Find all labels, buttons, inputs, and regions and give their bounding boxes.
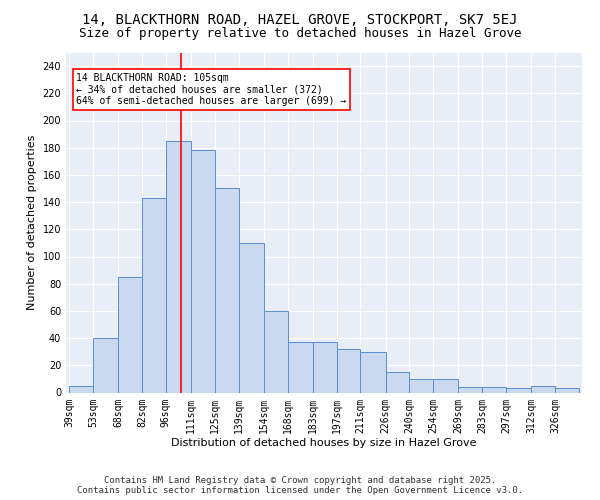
Bar (239, 243, 264, 392)
Y-axis label: Number of detached properties: Number of detached properties (27, 135, 37, 310)
Bar (409, 379, 433, 392)
Bar (215, 188, 239, 392)
Bar (458, 387, 482, 392)
Bar (386, 372, 409, 392)
Bar (482, 387, 506, 392)
Text: Contains HM Land Registry data © Crown copyright and database right 2025.
Contai: Contains HM Land Registry data © Crown c… (77, 476, 523, 495)
Bar (93, 338, 118, 392)
Text: 14, BLACKTHORN ROAD, HAZEL GROVE, STOCKPORT, SK7 5EJ: 14, BLACKTHORN ROAD, HAZEL GROVE, STOCKP… (82, 12, 518, 26)
Bar (166, 141, 191, 393)
Bar (313, 342, 337, 392)
Bar (506, 388, 531, 392)
Bar (337, 349, 361, 393)
Bar (264, 311, 287, 392)
Bar (287, 342, 313, 392)
Bar (433, 379, 458, 392)
Text: 14 BLACKTHORN ROAD: 105sqm
← 34% of detached houses are smaller (372)
64% of sem: 14 BLACKTHORN ROAD: 105sqm ← 34% of deta… (76, 73, 347, 106)
Bar (70, 386, 93, 392)
Bar (142, 198, 166, 392)
Bar (531, 386, 555, 392)
Bar (555, 388, 578, 392)
Bar (118, 277, 142, 392)
X-axis label: Distribution of detached houses by size in Hazel Grove: Distribution of detached houses by size … (171, 438, 477, 448)
Text: Size of property relative to detached houses in Hazel Grove: Size of property relative to detached ho… (79, 28, 521, 40)
Bar (191, 150, 215, 392)
Bar (361, 352, 386, 393)
